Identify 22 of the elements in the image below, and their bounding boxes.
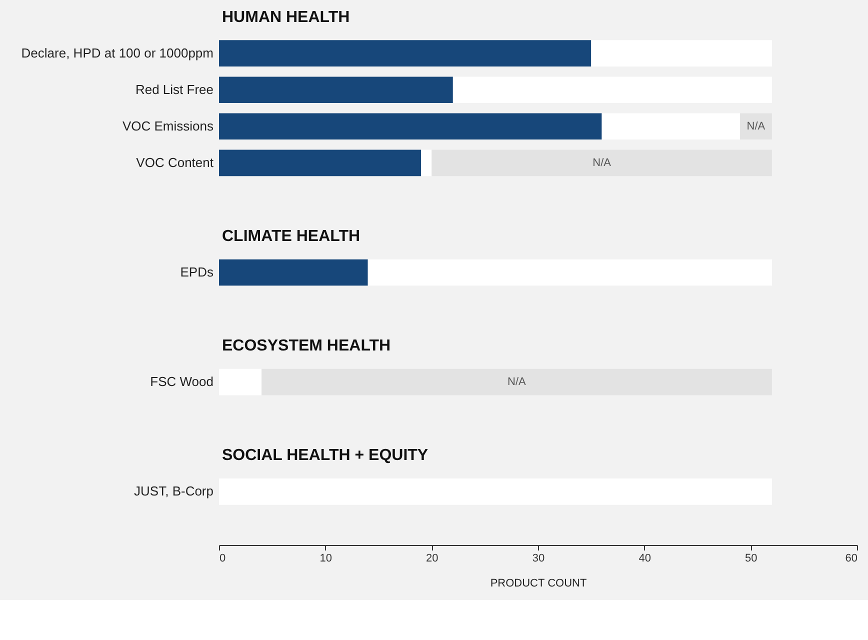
x-tick-label: 50 — [745, 552, 758, 564]
y-tick-label: Declare, HPD at 100 or 1000ppm — [21, 45, 214, 60]
x-tick-label: 0 — [220, 552, 226, 564]
annotation: SOCIAL HEALTH + EQUITY — [222, 447, 428, 464]
annotation: ECOSYSTEM HEALTH — [222, 338, 391, 355]
y-tick-label: VOC Content — [136, 154, 214, 170]
y-tick-label: FSC Wood — [150, 374, 214, 390]
x-tick-label: 60 — [845, 552, 858, 564]
x-tick-label: 30 — [532, 552, 545, 564]
x-tick-label: 40 — [638, 552, 651, 564]
data-label: N/A — [592, 156, 612, 169]
x-axis-title: PRODUCT COUNT — [490, 578, 587, 590]
annotation: CLIMATE HEALTH — [222, 228, 360, 245]
x-tick-label: 20 — [426, 552, 438, 564]
x-tick-label: 10 — [320, 552, 332, 564]
y-tick-label: EPDs — [180, 264, 214, 280]
y-tick-label: VOC Emissions — [122, 118, 214, 134]
annotation: HUMAN HEALTH — [222, 8, 350, 26]
y-tick-label: Red List Free — [135, 82, 214, 97]
data-label: N/A — [508, 376, 527, 388]
data-label: N/A — [746, 120, 766, 132]
y-tick-label: JUST, B-Corp — [134, 484, 214, 499]
